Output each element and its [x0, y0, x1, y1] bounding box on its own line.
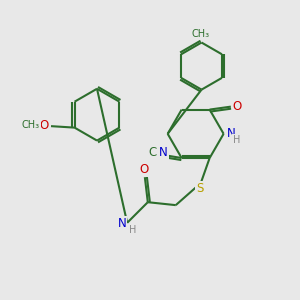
- Text: N: N: [226, 127, 235, 140]
- Text: S: S: [196, 182, 204, 195]
- Text: H: H: [233, 135, 241, 145]
- Text: CH₃: CH₃: [192, 29, 210, 39]
- Text: C: C: [149, 146, 157, 159]
- Text: H: H: [129, 225, 137, 235]
- Text: N: N: [118, 218, 126, 230]
- Text: O: O: [140, 163, 149, 176]
- Text: N: N: [159, 146, 168, 159]
- Text: CH₃: CH₃: [21, 120, 40, 130]
- Text: O: O: [233, 100, 242, 113]
- Text: O: O: [39, 119, 49, 132]
